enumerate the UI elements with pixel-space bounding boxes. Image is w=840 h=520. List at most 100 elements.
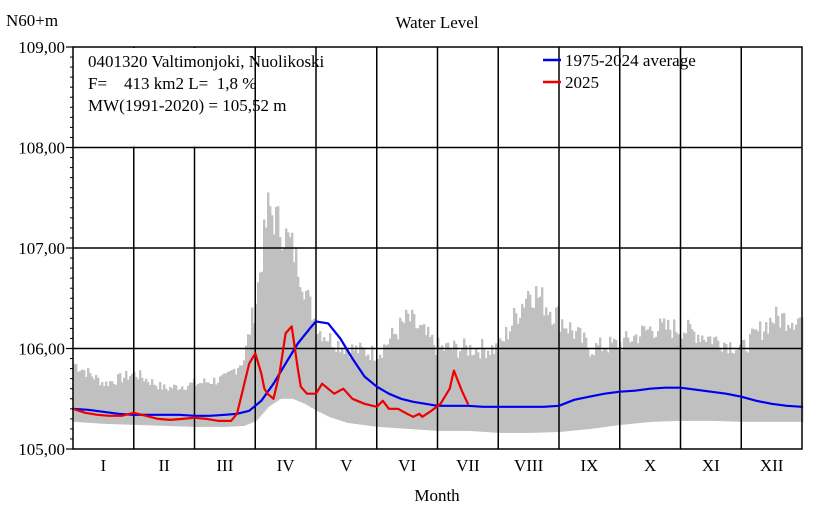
range-bar <box>477 352 480 432</box>
range-bar <box>743 339 746 422</box>
range-bar <box>555 307 558 433</box>
range-bar <box>641 325 644 423</box>
range-bar <box>597 345 600 428</box>
series-lines <box>71 320 804 422</box>
range-bar <box>321 341 324 414</box>
range-bar <box>505 327 508 433</box>
range-bar <box>185 389 188 427</box>
range-bar <box>693 331 696 421</box>
range-bar <box>413 314 416 430</box>
range-bar <box>777 315 780 422</box>
range-bar <box>407 313 410 429</box>
range-bar <box>423 324 426 430</box>
range-bar <box>747 352 750 422</box>
range-bar <box>205 382 208 427</box>
range-bar <box>139 370 142 426</box>
range-bar <box>149 385 152 426</box>
range-bar <box>445 343 448 431</box>
range-bar <box>107 386 110 424</box>
range-bar <box>419 325 422 430</box>
range-bar <box>285 228 288 399</box>
range-bar <box>249 334 252 424</box>
range-bar <box>291 232 294 399</box>
range-bar <box>189 382 192 427</box>
range-bar <box>167 390 170 426</box>
range-bar <box>289 237 292 399</box>
range-bar <box>409 321 412 430</box>
range-bar <box>99 385 102 424</box>
range-bar <box>401 321 404 429</box>
range-bar <box>719 349 722 422</box>
range-bar <box>773 323 776 422</box>
range-bar <box>97 377 100 424</box>
range-bar <box>463 338 466 431</box>
range-bar <box>735 350 738 422</box>
legend-label: 2025 <box>565 73 599 92</box>
range-bar <box>103 386 106 424</box>
month-label: VII <box>456 456 480 475</box>
range-bar <box>403 323 406 429</box>
range-bar <box>123 377 126 425</box>
range-bar <box>163 384 166 426</box>
range-bar <box>217 382 220 427</box>
range-bar <box>503 341 506 433</box>
range-bar <box>751 328 754 422</box>
range-bar <box>599 337 602 428</box>
station-name: 0401320 Valtimonjoki, Nuolikoski <box>88 52 325 71</box>
range-bar <box>541 287 544 433</box>
legend: 1975-2024 average 2025 <box>543 51 696 92</box>
range-bar <box>389 338 392 428</box>
range-bar <box>119 373 122 425</box>
range-bar <box>647 329 650 423</box>
month-label: V <box>340 456 353 475</box>
range-bar <box>331 347 334 418</box>
range-bar <box>661 322 664 422</box>
range-bar <box>157 389 160 426</box>
range-bar <box>639 336 642 423</box>
range-bar <box>215 384 218 427</box>
range-bar <box>657 331 660 422</box>
range-bar <box>573 338 576 431</box>
range-bar <box>603 349 606 428</box>
range-bar <box>609 336 612 427</box>
range-bar <box>629 342 632 424</box>
range-bar <box>319 331 322 413</box>
range-bar <box>243 360 246 426</box>
range-bar <box>521 303 524 433</box>
range-bar <box>705 341 708 421</box>
range-bar <box>523 307 526 433</box>
range-bar <box>519 317 522 433</box>
range-bar <box>789 328 792 422</box>
range-bar <box>543 315 546 433</box>
range-bar <box>143 381 146 426</box>
range-bar <box>251 307 254 423</box>
range-bar <box>509 331 512 433</box>
range-bar <box>357 353 360 425</box>
month-label: III <box>216 456 233 475</box>
range-bar <box>245 345 248 426</box>
range-bar <box>691 329 694 421</box>
range-bar <box>557 306 560 432</box>
range-bar <box>369 360 372 426</box>
range-bar <box>221 375 224 427</box>
range-bar <box>687 319 690 421</box>
range-bar <box>227 371 230 427</box>
range-bar <box>605 349 608 427</box>
range-bar <box>701 335 704 421</box>
month-label: IV <box>277 456 296 475</box>
range-bar <box>649 326 652 422</box>
range-bar <box>695 343 698 421</box>
range-bar <box>265 227 268 410</box>
range-bar <box>393 334 396 428</box>
range-bar <box>769 317 772 422</box>
range-bar <box>91 376 94 424</box>
range-bar <box>273 234 276 404</box>
range-bar <box>429 337 432 431</box>
range-bar <box>511 325 514 433</box>
range-bar <box>339 352 342 421</box>
range-bar <box>203 378 206 427</box>
y-axis-label: N60+m <box>6 11 58 30</box>
range-bar <box>95 374 98 424</box>
range-bar <box>373 360 376 427</box>
y-tick-label: 108,00 <box>18 139 65 158</box>
